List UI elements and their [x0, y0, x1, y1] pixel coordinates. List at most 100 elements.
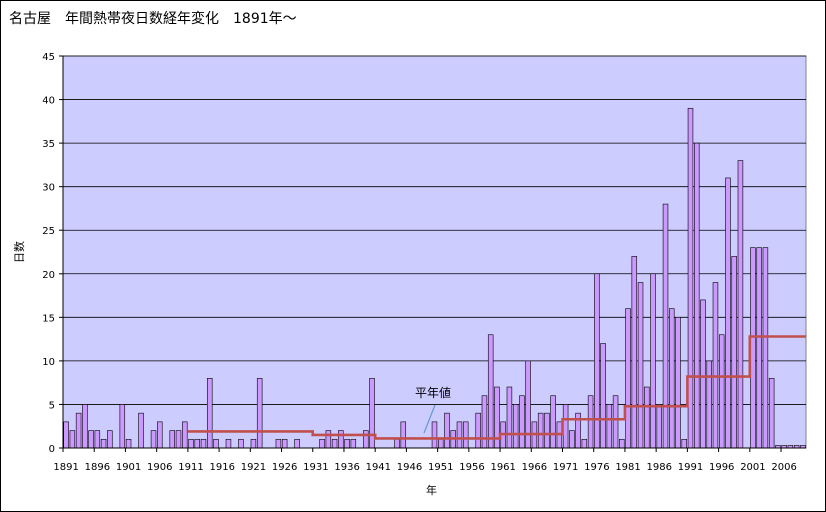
bar: [656, 404, 663, 449]
bar: [550, 395, 556, 449]
bar: [344, 438, 350, 449]
grid-lines: [63, 55, 806, 405]
bar: [331, 438, 338, 449]
bar: [694, 142, 700, 449]
x-tick-label: 1896: [85, 462, 110, 473]
bar: [481, 395, 488, 449]
y-tick-label: 10: [42, 357, 55, 368]
x-axis-label: 年: [426, 483, 437, 497]
x-tick-label: 1901: [116, 462, 141, 473]
x-tick-label: 1941: [366, 462, 391, 473]
x-tick-label: 2006: [771, 462, 796, 473]
bar: [125, 438, 132, 449]
plot-area: [62, 55, 807, 449]
bar: [669, 308, 675, 449]
bar: [725, 177, 731, 449]
bar: [82, 404, 88, 449]
bar: [369, 378, 375, 449]
bar: [487, 334, 494, 449]
bar: [537, 412, 544, 449]
y-tick-label: 30: [42, 183, 55, 194]
bar: [350, 438, 357, 449]
bar: [157, 421, 163, 449]
bar: [700, 299, 706, 449]
normal-line: [187, 335, 806, 440]
bar: [294, 438, 300, 449]
bar: [188, 438, 194, 449]
bar: [175, 430, 182, 449]
bar: [600, 343, 606, 449]
bar: [718, 334, 725, 449]
y-axis-label: 日数: [13, 241, 26, 263]
bar: [400, 421, 407, 449]
bar: [169, 430, 175, 449]
bar: [706, 360, 712, 449]
bar: [107, 430, 113, 449]
bar: [431, 421, 438, 449]
bar: [275, 438, 282, 449]
bar: [138, 412, 144, 449]
bar: [587, 395, 594, 449]
bar: [606, 404, 613, 449]
bar: [562, 404, 569, 449]
x-tick-label: 1956: [459, 462, 484, 473]
bar: [69, 430, 76, 449]
bar: [238, 438, 244, 449]
x-tick-label: 1951: [428, 462, 453, 473]
bar: [675, 317, 681, 449]
x-tick-label: 1976: [584, 462, 609, 473]
chart-title: 名古屋 年間熱帯夜日数経年変化 1891年～: [9, 10, 297, 27]
bar: [200, 438, 207, 449]
bar: [338, 430, 344, 449]
y-tick-label: 40: [42, 96, 55, 107]
y-tick-label: 20: [42, 270, 55, 281]
x-axis-ticks: 1891 1896 1901 1906 1911 1916 1921 1926 1931 1936…: [53, 447, 806, 473]
bar: [731, 256, 737, 449]
bar: [625, 308, 631, 449]
bar: [438, 438, 444, 449]
x-tick-label: 1931: [303, 462, 328, 473]
bar: [94, 430, 101, 449]
bar: [519, 395, 525, 449]
x-tick-label: 1966: [522, 462, 547, 473]
x-tick-label: 1936: [334, 462, 359, 473]
bar: [737, 160, 744, 449]
bar: [612, 395, 619, 449]
y-tick-label: 0: [49, 444, 55, 455]
x-tick-label: 1946: [397, 462, 422, 473]
bar: [631, 256, 638, 449]
bar: [250, 438, 257, 449]
bar: [150, 430, 157, 449]
x-tick-label: 1981: [615, 462, 640, 473]
normal-line-label: 平年値: [415, 385, 451, 400]
x-tick-label: 1961: [490, 462, 515, 473]
bar: [712, 282, 719, 449]
x-tick-label: 1911: [178, 462, 203, 473]
bar: [637, 282, 644, 449]
x-tick-label: 1926: [272, 462, 297, 473]
x-tick-label: 1986: [647, 462, 672, 473]
bar: [662, 203, 669, 449]
bar: [462, 421, 469, 449]
bar: [762, 247, 769, 449]
bar: [512, 404, 519, 449]
bar: [475, 412, 481, 449]
normal-step-line: [187, 335, 806, 440]
x-tick-label: 1921: [241, 462, 266, 473]
bar: [363, 430, 369, 449]
bar: [506, 386, 513, 449]
bar: [206, 378, 213, 449]
bar: [644, 386, 650, 449]
normal-line-arrow: [423, 404, 436, 434]
bar: [544, 412, 550, 449]
bar: [256, 378, 263, 449]
y-tick-label: 35: [42, 139, 55, 150]
x-tick-label: 2001: [740, 462, 765, 473]
bar: [194, 438, 200, 449]
y-tick-label: 5: [49, 400, 55, 411]
y-tick-label: 45: [42, 52, 55, 63]
bar: [687, 107, 694, 449]
bar: [213, 438, 219, 449]
